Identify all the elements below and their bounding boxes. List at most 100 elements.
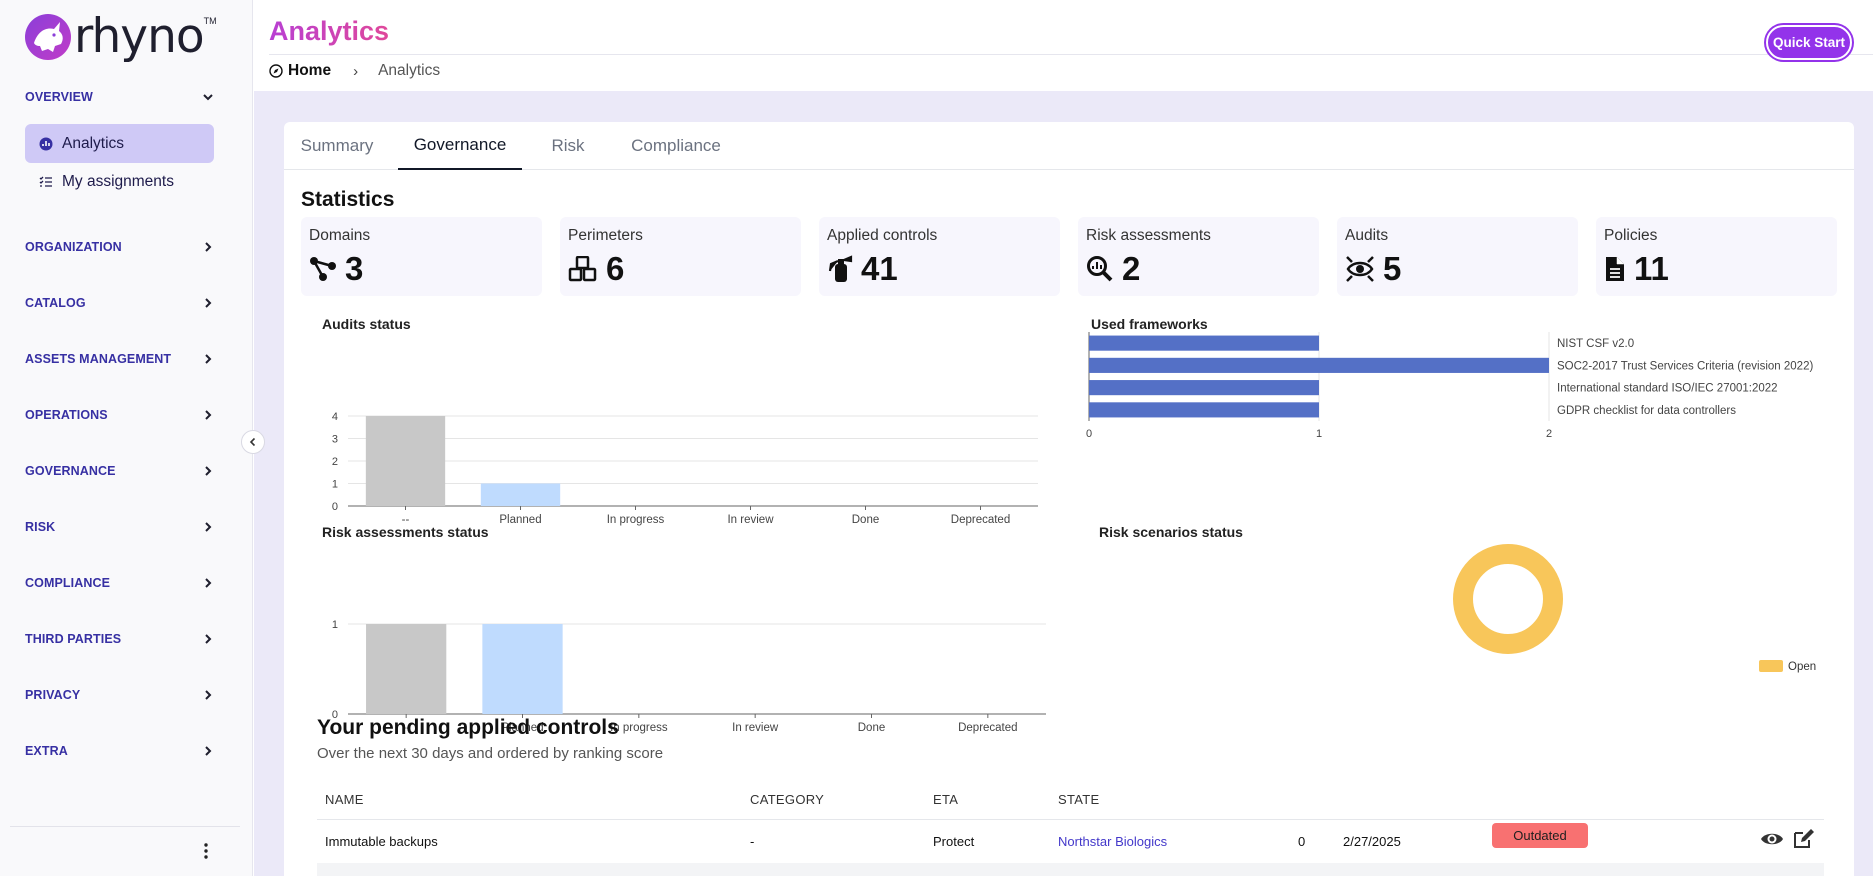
sidebar-section-label: OPERATIONS (25, 408, 108, 422)
tab-summary[interactable]: Summary (300, 136, 374, 155)
used-frameworks-chart: 0 1 2 NIST CSF v2.0 SOC2-2017 Trust Services… (1086, 332, 1813, 440)
bar (1089, 335, 1319, 351)
risk-scenarios-status-chart: Open (1453, 544, 1816, 673)
column-header-state[interactable]: STATE (1058, 792, 1100, 807)
collapse-sidebar-button[interactable] (241, 430, 265, 454)
pending-controls-title: Your pending applied controls (317, 716, 619, 739)
table-header-divider (317, 819, 1824, 820)
sidebar-section-overview[interactable]: OVERVIEW (25, 86, 215, 108)
bar (1089, 402, 1319, 418)
y-tick-label: 1 (332, 619, 338, 631)
sidebar-section-catalog[interactable]: CATALOG (25, 292, 215, 314)
x-tick-label: Deprecated (951, 514, 1010, 526)
stat-value: 11 (1634, 250, 1669, 287)
sidebar-section-third-parties[interactable]: THIRD PARTIES (25, 628, 215, 650)
tab-bar: Summary Governance Risk Compliance (284, 122, 1854, 170)
breadcrumb: Home › Analytics (269, 62, 440, 80)
sidebar: rhyno TM OVERVIEW Analytics My assignmen… (0, 0, 253, 876)
view-eye-icon[interactable] (1760, 828, 1784, 850)
sidebar-divider (10, 826, 240, 827)
sidebar-section-label: EXTRA (25, 744, 68, 758)
cell-category: - (750, 834, 755, 849)
tab-governance[interactable]: Governance (398, 122, 522, 170)
quick-start-button[interactable]: Quick Start (1766, 25, 1852, 60)
status-badge: Outdated (1492, 823, 1588, 848)
stat-label: Applied controls (827, 227, 938, 244)
bar (1089, 380, 1319, 396)
sidebar-section-label: THIRD PARTIES (25, 632, 122, 646)
cell-name: Immutable backups (325, 834, 438, 849)
page-title: Analytics (269, 16, 390, 46)
y-tick-label: 2 (332, 456, 338, 468)
fire-extinguisher-icon (828, 255, 853, 282)
cell-score: 0 (1298, 834, 1306, 849)
category-label: International standard ISO/IEC 27001:202… (1557, 383, 1778, 395)
tab-risk[interactable]: Risk (551, 136, 585, 155)
stat-label: Perimeters (568, 227, 643, 244)
audits-status-chart: 0 1 2 3 4 -- Planned In progress In review Done De… (332, 411, 1038, 526)
sidebar-section-label: CATALOG (25, 296, 86, 310)
sidebar-section-organization[interactable]: ORGANIZATION (25, 236, 215, 258)
sidebar-section-compliance[interactable]: COMPLIANCE (25, 572, 215, 594)
stat-card-domains[interactable]: Domains 3 (301, 217, 542, 296)
audits-status-title: Audits status (322, 316, 411, 332)
chevron-right-icon (205, 634, 212, 644)
risk-scenarios-status-title: Risk scenarios status (1099, 524, 1243, 540)
logo-trademark: TM (203, 16, 217, 26)
stat-card-perimeters[interactable]: Perimeters 6 (560, 217, 801, 296)
sidebar-section-label: RISK (25, 520, 56, 534)
sidebar-section-risk[interactable]: RISK (25, 516, 215, 538)
edit-icon[interactable] (1792, 828, 1816, 850)
risk-assessments-status-title: Risk assessments status (322, 524, 489, 540)
sidebar-section-assets-management[interactable]: ASSETS MANAGEMENT (25, 348, 215, 370)
chevron-right-icon (205, 354, 212, 364)
pie-slice (1453, 544, 1563, 654)
tab-compliance[interactable]: Compliance (631, 136, 721, 155)
chevron-right-icon (205, 746, 212, 756)
logo[interactable]: rhyno TM (24, 13, 217, 61)
bar (365, 416, 446, 506)
x-tick-label: 1 (1316, 428, 1322, 440)
column-header-name[interactable]: NAME (325, 792, 364, 807)
column-header-eta[interactable]: ETA (933, 792, 959, 807)
stat-card-risk-assessments[interactable]: Risk assessments 2 (1078, 217, 1319, 296)
stat-card-audits[interactable]: Audits 5 (1337, 217, 1578, 296)
chevron-right-icon (205, 410, 212, 420)
rhino-logo-icon (25, 14, 71, 60)
column-header-category[interactable]: CATEGORY (750, 792, 825, 807)
sidebar-section-operations[interactable]: OPERATIONS (25, 404, 215, 426)
stat-card-applied-controls[interactable]: Applied controls 41 (819, 217, 1060, 296)
y-tick-label: 3 (332, 434, 338, 446)
sidebar-section-extra[interactable]: EXTRA (25, 740, 215, 762)
sidebar-item-analytics[interactable]: Analytics (25, 124, 214, 163)
x-tick-label: 0 (1086, 428, 1092, 440)
x-tick-label: Done (852, 514, 880, 526)
stat-card-policies[interactable]: Policies 11 (1596, 217, 1837, 296)
more-options-icon[interactable] (198, 840, 214, 862)
risk-assessments-status-chart: 0 1 -- Planned In progress In review Done Depre… (332, 619, 1046, 734)
y-tick-label: 4 (332, 411, 338, 423)
sidebar-section-label: GOVERNANCE (25, 464, 116, 478)
header-divider (269, 54, 1873, 55)
y-tick-label: 0 (332, 501, 338, 513)
stat-value: 2 (1122, 250, 1141, 287)
compass-icon (269, 64, 283, 78)
bar (1089, 357, 1549, 373)
table-next-row-shadow (317, 863, 1824, 876)
sidebar-section-label: PRIVACY (25, 688, 81, 702)
sidebar-section-label: ORGANIZATION (25, 240, 122, 254)
breadcrumb-home[interactable]: Home (269, 62, 331, 80)
logo-text: rhyno (74, 9, 205, 64)
sidebar-item-my-assignments[interactable]: My assignments (25, 162, 214, 201)
x-tick-label: Deprecated (958, 722, 1017, 734)
cubes-icon (568, 256, 597, 282)
stat-label: Domains (309, 227, 371, 244)
x-tick-label: -- (402, 514, 410, 526)
stat-label: Policies (1604, 227, 1658, 244)
sidebar-section-privacy[interactable]: PRIVACY (25, 684, 215, 706)
sidebar-item-label: Analytics (62, 134, 125, 152)
cell-domain-link[interactable]: Northstar Biologics (1058, 834, 1168, 849)
bar (480, 483, 561, 506)
sidebar-section-governance[interactable]: GOVERNANCE (25, 460, 215, 482)
breadcrumb-current: Analytics (378, 62, 441, 79)
